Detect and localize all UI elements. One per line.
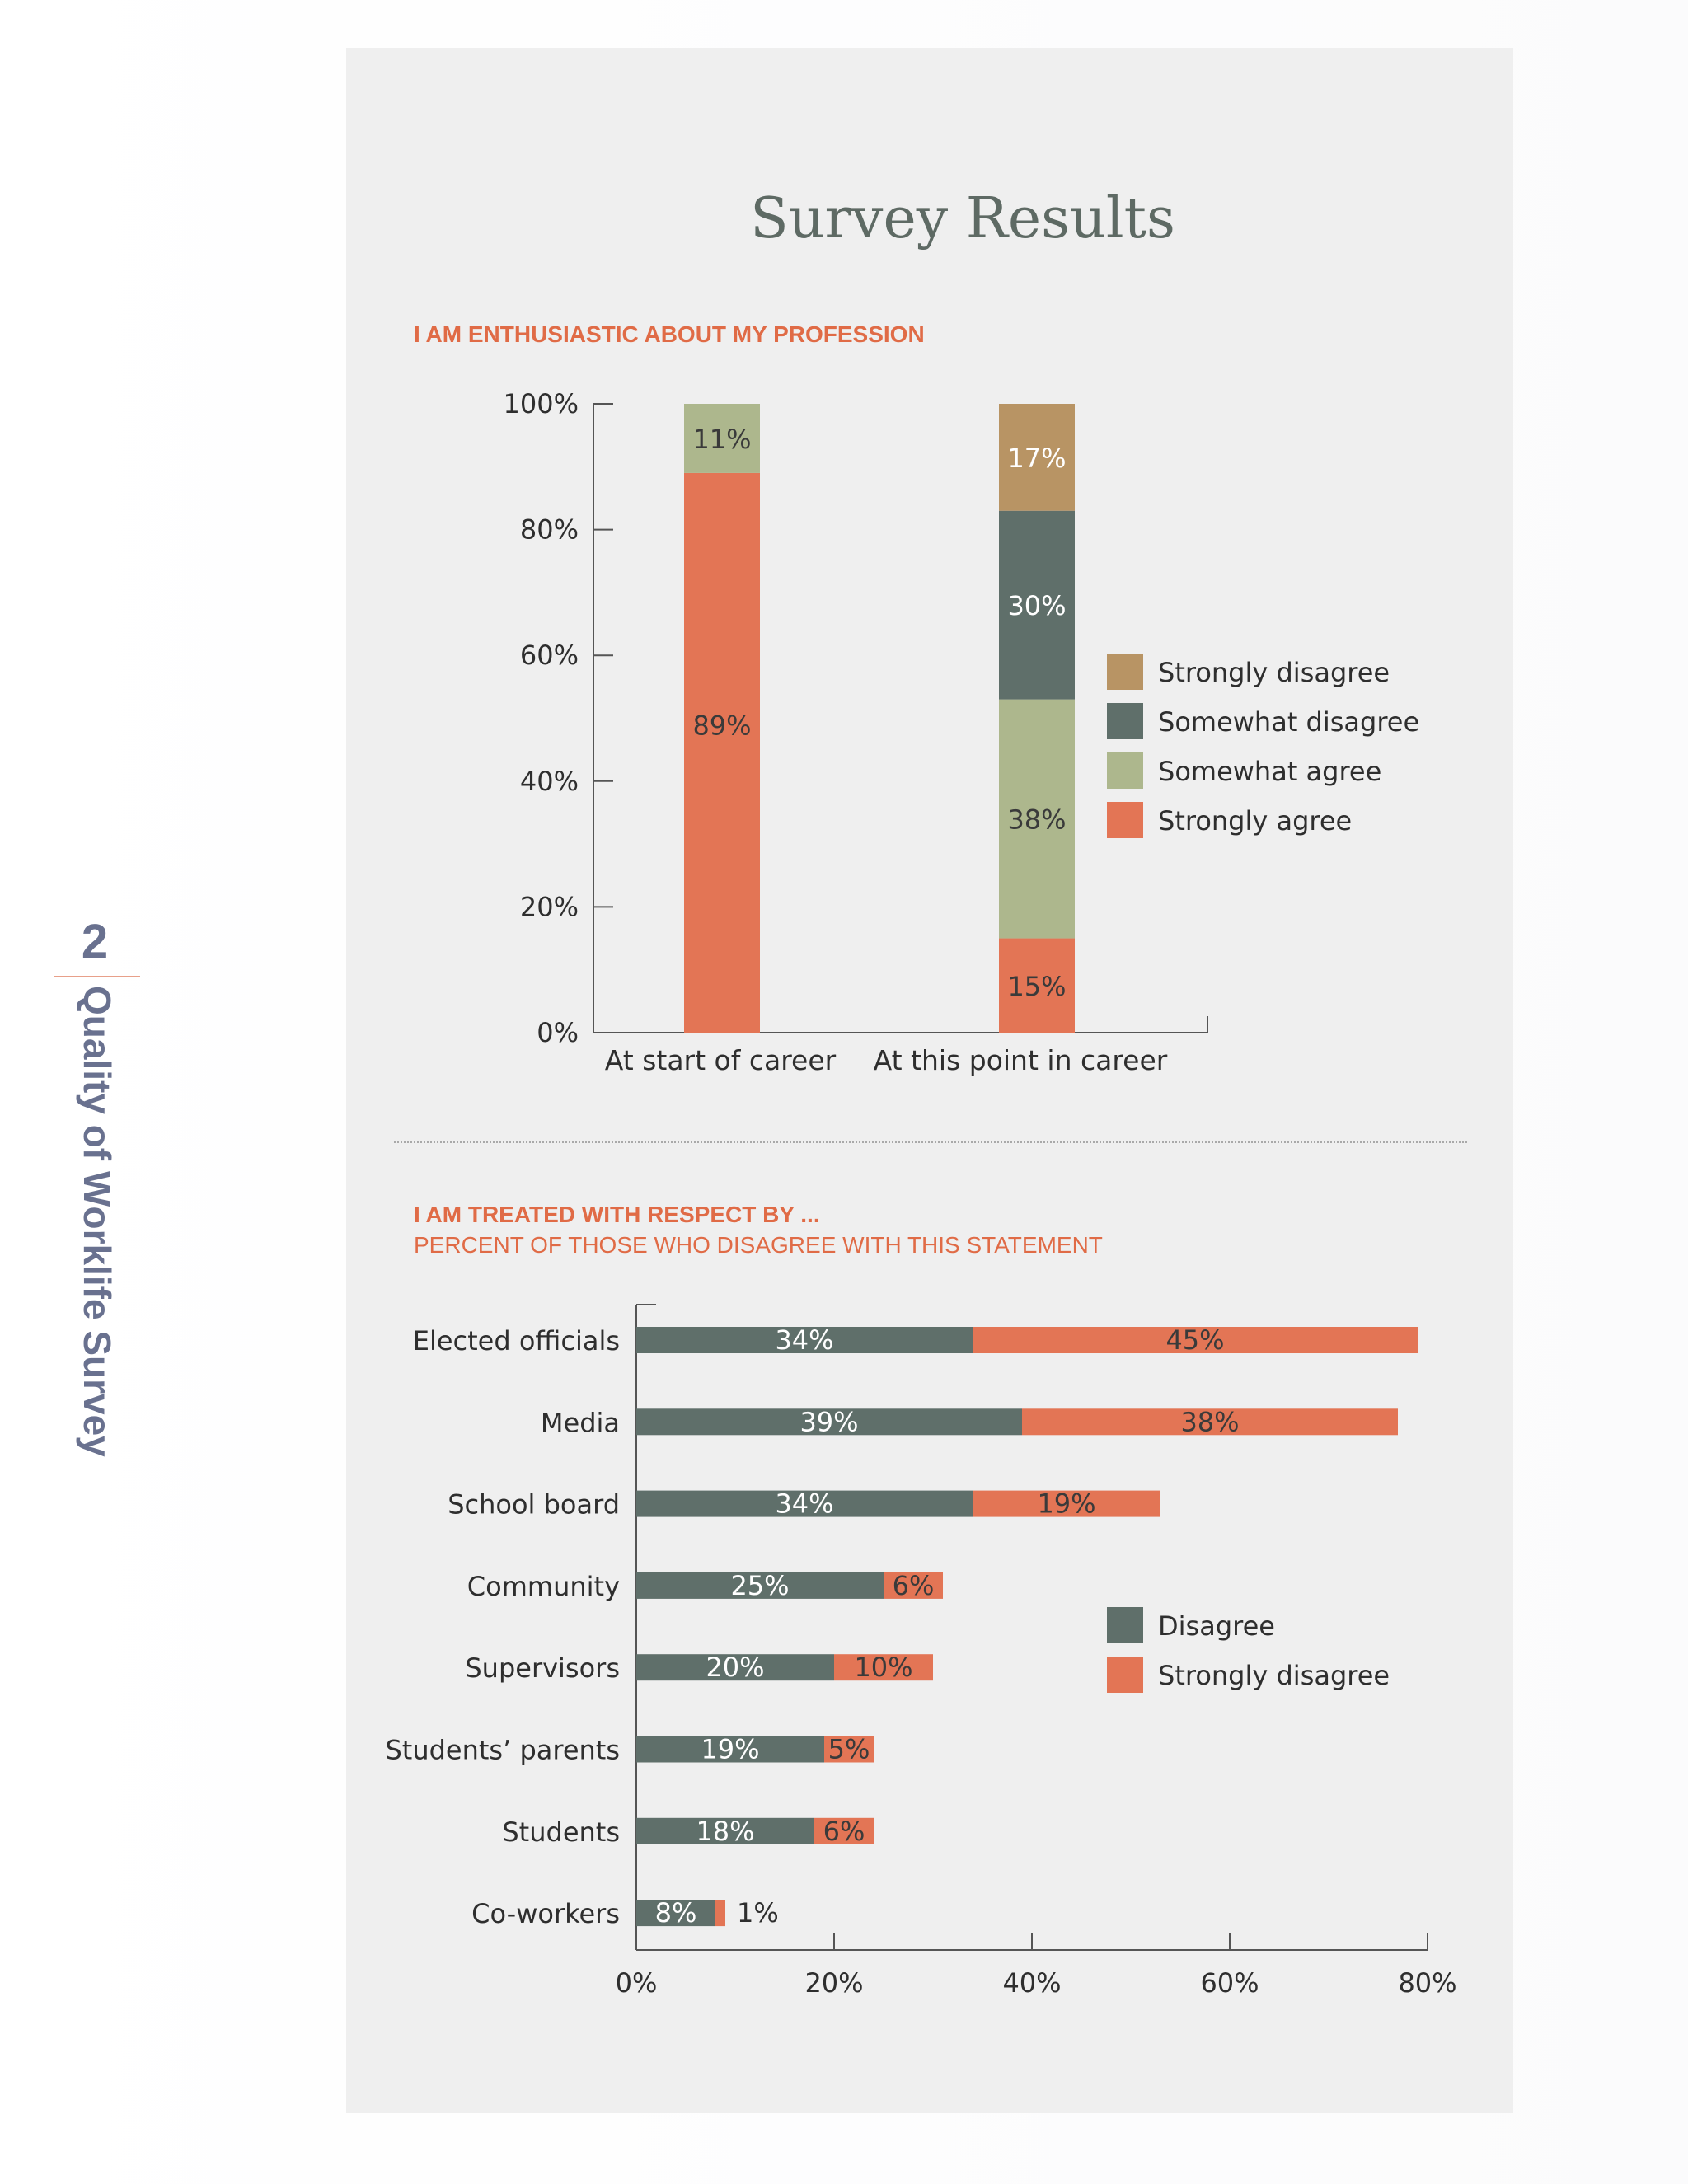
- respect-horizontal-bar-chart: 0% 20% 40% 60% 80% Elected officials 34% 45% Med…: [385, 1304, 1457, 1999]
- legend-label: Somewhat disagree: [1158, 706, 1419, 738]
- bar-segment: [1022, 1408, 1398, 1436]
- legend-swatch: [1107, 802, 1143, 838]
- bar-value-label: 39%: [799, 1406, 858, 1437]
- y-tick-label: 20%: [520, 891, 579, 922]
- section-title: Quality of Worklife Survey: [76, 986, 119, 1457]
- category-label: Students: [502, 1816, 620, 1848]
- category-label: At this point in career: [874, 1044, 1168, 1076]
- category-label: Media: [541, 1407, 620, 1438]
- x-tick-label: 0%: [616, 1967, 658, 1999]
- legend-label: Strongly disagree: [1158, 657, 1390, 688]
- bar-segment: [636, 1817, 814, 1844]
- chart1-title: I AM ENTHUSIASTIC ABOUT MY PROFESSION: [414, 321, 925, 347]
- legend-swatch: [1107, 1657, 1143, 1693]
- page-title: Survey Results: [750, 186, 1175, 251]
- bar-segment: [824, 1736, 874, 1763]
- bar-segment: [636, 1900, 715, 1927]
- enthusiasm-stacked-bar-chart: 0% 20% 40% 60% 80% 100% 89% 11% At start of care…: [504, 388, 1420, 1076]
- bar-value-label: 15%: [1007, 971, 1066, 1002]
- x-tick-label: 40%: [1002, 1967, 1061, 1999]
- bar-value-label: 34%: [775, 1488, 833, 1520]
- bar-segment: [636, 1572, 884, 1599]
- bar-segment: [814, 1817, 874, 1844]
- chart2-subtitle: PERCENT OF THOSE WHO DISAGREE WITH THIS …: [414, 1232, 1103, 1258]
- bar-segment: [636, 1408, 1022, 1436]
- bar-segment: [636, 1327, 973, 1353]
- bar-value-label: 5%: [828, 1734, 870, 1765]
- bar-segment: [999, 404, 1075, 511]
- category-label: At start of career: [605, 1044, 837, 1076]
- bar-value-label: 25%: [730, 1570, 789, 1601]
- bar-segment: [636, 1736, 824, 1763]
- category-label: Community: [467, 1571, 620, 1602]
- bar-segment: [999, 510, 1075, 700]
- bar-segment: [636, 1654, 834, 1681]
- category-label: Students’ parents: [385, 1735, 620, 1766]
- bar-value-label: 6%: [893, 1570, 935, 1601]
- x-tick-label: 60%: [1200, 1967, 1259, 1999]
- bar-value-label: 38%: [1007, 804, 1066, 836]
- x-tick-label: 20%: [804, 1967, 863, 1999]
- legend-label: Disagree: [1158, 1610, 1275, 1642]
- category-label: Co-workers: [471, 1898, 620, 1929]
- bar-value-label: 6%: [823, 1816, 865, 1847]
- bar-value-label: 19%: [1037, 1488, 1095, 1520]
- bar-segment: [684, 472, 760, 1033]
- legend-label: Strongly agree: [1158, 805, 1352, 837]
- bar-value-label: 1%: [737, 1897, 779, 1929]
- bar-value-label: 34%: [775, 1324, 833, 1356]
- legend-label: Somewhat agree: [1158, 756, 1381, 787]
- side-section-label: 2 Quality of Worklife Survey: [49, 913, 140, 1507]
- section-divider: [394, 1141, 1467, 1143]
- bar-value-label: 18%: [696, 1816, 754, 1847]
- legend-swatch: [1107, 703, 1143, 739]
- bar-value-label: 89%: [692, 710, 751, 742]
- bar-segment: [999, 699, 1075, 939]
- survey-panel: Survey Results I AM ENTHUSIASTIC ABOUT M…: [346, 48, 1513, 2113]
- legend-swatch: [1107, 1607, 1143, 1643]
- bar-value-label: 20%: [706, 1652, 764, 1683]
- bar-value-label: 38%: [1180, 1406, 1239, 1437]
- legend-swatch: [1107, 752, 1143, 789]
- bar-value-label: 19%: [701, 1734, 759, 1765]
- bar-segment: [684, 404, 760, 473]
- x-tick-label: 80%: [1398, 1967, 1456, 1999]
- legend-swatch: [1107, 654, 1143, 690]
- y-tick-label: 40%: [520, 766, 579, 797]
- bar-segment: [884, 1572, 943, 1599]
- y-tick-label: 80%: [520, 514, 579, 546]
- category-label: Supervisors: [465, 1652, 620, 1684]
- bar-segment: [973, 1327, 1418, 1353]
- bar-segment: [973, 1490, 1160, 1517]
- legend-label: Strongly disagree: [1158, 1660, 1390, 1691]
- chart2-title: I AM TREATED WITH RESPECT BY ...: [414, 1202, 820, 1227]
- y-tick-label: 100%: [504, 388, 579, 419]
- category-label: School board: [448, 1489, 620, 1521]
- category-label: Elected officials: [413, 1325, 620, 1357]
- bar-value-label: 11%: [692, 424, 751, 455]
- y-tick-label: 0%: [537, 1017, 579, 1048]
- section-number: 2: [81, 915, 109, 968]
- bar-value-label: 8%: [655, 1897, 697, 1929]
- bar-segment: [636, 1490, 973, 1517]
- bar-value-label: 45%: [1165, 1324, 1224, 1356]
- section-rule: [54, 976, 140, 977]
- bar-segment: [834, 1654, 933, 1681]
- bar-value-label: 10%: [854, 1652, 912, 1683]
- y-tick-label: 60%: [520, 640, 579, 671]
- bar-value-label: 30%: [1007, 590, 1066, 621]
- bar-segment: [999, 938, 1075, 1033]
- bar-segment: [715, 1900, 725, 1927]
- bar-value-label: 17%: [1007, 443, 1066, 474]
